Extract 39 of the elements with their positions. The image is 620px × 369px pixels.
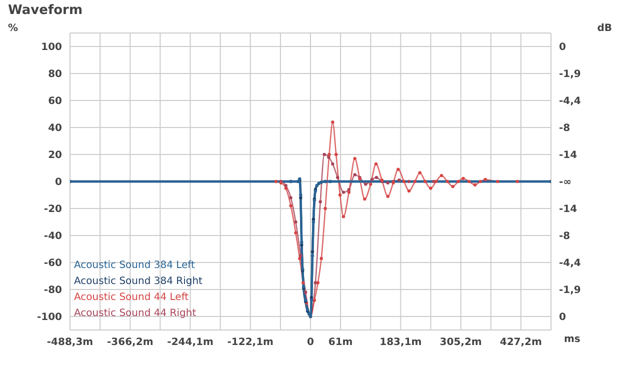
x-tick-label: 61m: [328, 337, 353, 348]
text: Acoustic Sound 44 Left: [74, 291, 190, 305]
y-tick-label: -60: [44, 258, 62, 270]
x-tick-label: 0: [307, 337, 314, 348]
text: -14: [559, 150, 578, 162]
text: 0: [559, 312, 566, 324]
text: Acoustic Sound 384 Right: [74, 275, 202, 289]
text: 0: [559, 42, 566, 54]
y-tick-label: 0: [55, 177, 62, 188]
text: -4,4: [559, 258, 581, 270]
x-tick-label: 305,2m: [440, 337, 482, 348]
x-tick-label: -488,3m: [46, 337, 94, 348]
text: -1,9: [559, 285, 581, 296]
x-tick-label: 183,1m: [380, 337, 422, 348]
y2-axis-title: dB: [597, 23, 612, 34]
y-tick-label: 40: [48, 123, 62, 134]
text: -1,9: [559, 69, 581, 80]
text: -4,4: [559, 96, 581, 108]
text: -∞: [559, 177, 572, 188]
x-tick-label: 427,2m: [500, 337, 542, 348]
y-tick-label: 100: [41, 42, 62, 54]
text: -14: [559, 204, 578, 216]
text: -8: [559, 123, 570, 134]
y-tick-label: -40: [44, 231, 62, 242]
y-tick-label: -20: [44, 204, 62, 216]
y-tick-label: 80: [48, 69, 62, 80]
y-tick-label: 60: [48, 96, 62, 108]
y-tick-label: -80: [44, 285, 62, 296]
x-tick-label: -122,1m: [227, 337, 274, 348]
x-tick-label: -366,2m: [107, 337, 154, 348]
chart-title: Waveform: [8, 3, 82, 18]
y-axis-title: %: [8, 23, 18, 34]
x-tick-label: -244,1m: [167, 337, 214, 348]
text: Acoustic Sound 44 Right: [74, 307, 198, 321]
y-tick-label: -100: [36, 312, 62, 324]
text: -8: [559, 231, 570, 242]
y-tick-label: 20: [48, 150, 62, 162]
text: Acoustic Sound 384 Left: [74, 259, 196, 273]
x-axis-title: ms: [564, 334, 580, 345]
